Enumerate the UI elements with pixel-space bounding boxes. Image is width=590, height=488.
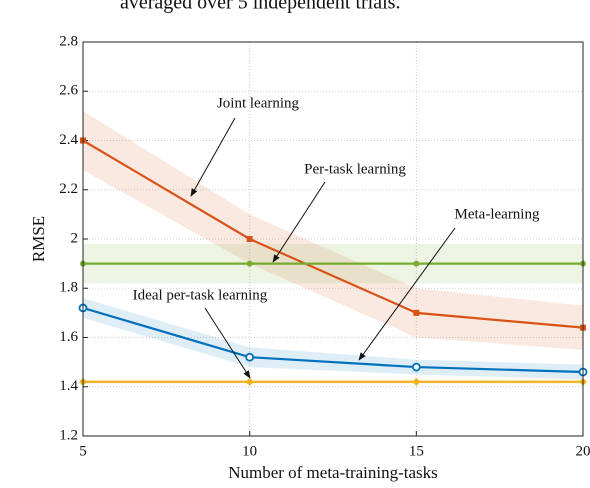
x-tick-label: 15 <box>409 443 424 459</box>
y-tick-label: 2 <box>71 230 79 246</box>
y-tick-label: 2.8 <box>59 33 78 49</box>
marker <box>412 377 421 386</box>
error-band <box>83 110 583 350</box>
marker <box>246 260 253 267</box>
y-tick-label: 2.2 <box>59 181 78 197</box>
marker <box>245 377 254 386</box>
annotation-arrow <box>358 227 456 361</box>
y-tick-label: 1.4 <box>59 378 78 394</box>
y-tick-label: 2.4 <box>59 132 78 148</box>
series-line <box>82 139 584 329</box>
annotation: Ideal per-task learning <box>133 287 268 303</box>
plot-frame <box>82 41 584 437</box>
annotation: Per-task learning <box>304 161 406 177</box>
annotation-arrow <box>272 181 326 263</box>
x-tick-label: 5 <box>79 443 87 459</box>
y-axis-label: RMSE <box>29 216 48 262</box>
y-tick-label: 1.6 <box>59 329 78 345</box>
marker <box>411 362 421 372</box>
caption: averaged over 5 independent trials. <box>120 0 400 14</box>
y-tick-label: 1.8 <box>59 280 78 296</box>
y-tick-label: 1.2 <box>59 427 78 443</box>
marker <box>246 236 253 242</box>
x-axis-label: Number of meta-training-tasks <box>228 463 438 482</box>
marker <box>413 260 420 267</box>
annotation: Joint learning <box>217 95 300 111</box>
x-tick-label: 20 <box>576 443 590 459</box>
annotation: Meta-learning <box>455 206 540 222</box>
x-tick-label: 10 <box>242 443 257 459</box>
annotation-arrow <box>190 117 236 197</box>
y-tick-label: 2.6 <box>59 83 78 99</box>
annotation-arrow <box>204 307 251 379</box>
marker <box>413 309 420 316</box>
marker <box>245 352 255 362</box>
series-line <box>82 306 584 374</box>
